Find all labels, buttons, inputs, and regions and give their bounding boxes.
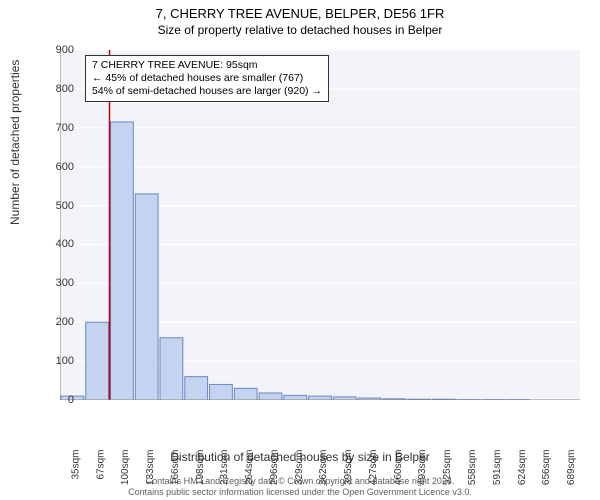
footer-line-1: Contains HM Land Registry data © Crown c… xyxy=(0,476,600,487)
annotation-box: 7 CHERRY TREE AVENUE: 95sqm← 45% of deta… xyxy=(85,55,329,102)
plot-area xyxy=(60,50,580,400)
ytick-label: 400 xyxy=(56,238,74,250)
ytick-label: 700 xyxy=(56,122,74,134)
ytick-label: 800 xyxy=(56,83,74,95)
footer-text: Contains HM Land Registry data © Crown c… xyxy=(0,476,600,498)
ytick-label: 900 xyxy=(56,44,74,56)
annotation-line: 7 CHERRY TREE AVENUE: 95sqm xyxy=(92,59,322,72)
annotation-line: ← 45% of detached houses are smaller (76… xyxy=(92,72,322,85)
footer-line-2: Contains public sector information licen… xyxy=(0,487,600,498)
y-axis-label: Number of detached properties xyxy=(8,60,22,225)
ytick-label: 200 xyxy=(56,316,74,328)
chart-title: 7, CHERRY TREE AVENUE, BELPER, DE56 1FR xyxy=(0,0,600,21)
annotation-line: 54% of semi-detached houses are larger (… xyxy=(92,85,322,98)
ytick-label: 300 xyxy=(56,277,74,289)
chart-subtitle: Size of property relative to detached ho… xyxy=(0,21,600,37)
ytick-label: 600 xyxy=(56,161,74,173)
x-axis-label: Distribution of detached houses by size … xyxy=(0,450,600,464)
ytick-label: 0 xyxy=(68,394,74,406)
plot-svg xyxy=(60,50,580,400)
ytick-label: 500 xyxy=(56,200,74,212)
chart-container: 7, CHERRY TREE AVENUE, BELPER, DE56 1FR … xyxy=(0,0,600,500)
ytick-label: 100 xyxy=(56,355,74,367)
